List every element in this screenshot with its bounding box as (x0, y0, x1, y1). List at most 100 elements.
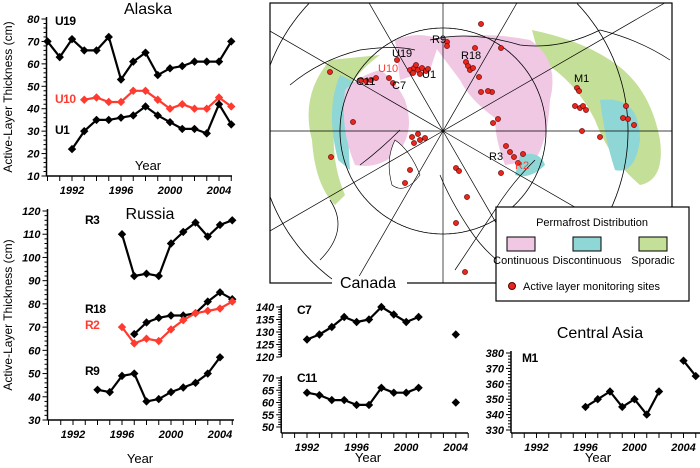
data-point-c11-2000 (402, 388, 411, 397)
y-tick-label: 330 (486, 425, 505, 437)
monitoring-site-marker (495, 116, 501, 122)
y-tick-label: 120 (256, 352, 275, 364)
y-tick-label: 130 (256, 327, 275, 339)
data-point-u10-2001 (178, 100, 187, 109)
y-tick-label: 60 (28, 345, 41, 357)
data-point-r9-2001 (179, 383, 188, 392)
chart-alaska: 10 20 30 40 50 60 70 80 1992 1996 2000 2004 Alaska Ye… (1, 1, 236, 197)
x-tick-label: 1996 (344, 442, 369, 454)
data-point-r18-1997 (130, 329, 139, 339)
data-point-u19-2000 (165, 64, 175, 73)
y-tick-label: 80 (28, 299, 41, 311)
data-point-r9-1998 (142, 397, 151, 406)
x-tick-label: 2000 (157, 185, 183, 197)
map-site-label-c11: C11 (356, 76, 375, 88)
x-tick-label: 2004 (443, 442, 468, 454)
series-line-m1 (584, 360, 697, 416)
y-tick-label: 50 (28, 369, 41, 381)
data-point-r2-2002 (191, 308, 200, 318)
monitoring-site-marker (411, 140, 417, 146)
data-point-u19-1999 (153, 70, 162, 80)
x-tick-label: 1992 (60, 185, 84, 197)
y-tick-label: 70 (28, 322, 41, 334)
data-point-r18-1999 (154, 313, 163, 323)
x-tick-label: 1992 (295, 442, 319, 454)
monitoring-site-marker (476, 74, 482, 80)
data-point-r3-2004 (215, 220, 225, 230)
monitoring-site-marker (490, 120, 496, 126)
data-point-r9-1999 (154, 394, 163, 404)
map-site-label-r9: R9 (432, 34, 446, 46)
legend-swatch-sporadic (638, 236, 668, 252)
legend-title: Permafrost Distribution (536, 217, 648, 229)
data-point-u19-2003 (202, 57, 211, 66)
data-point-m1-1997 (593, 395, 602, 404)
data-point-r3-2005 (228, 216, 237, 225)
map-site-label-r3: R3 (489, 151, 503, 163)
series-label-u10: U10 (55, 92, 76, 106)
y-tick-label: 50 (262, 422, 275, 434)
data-point-r9-1997 (130, 369, 139, 378)
x-tick-label: 2000 (393, 442, 419, 454)
monitoring-site-marker (368, 77, 374, 83)
map-site-label-u19: U19 (392, 48, 412, 60)
monitoring-site-marker (579, 128, 585, 134)
chart-title: Alaska (124, 1, 172, 18)
data-point-u19-2005 (227, 37, 236, 46)
data-point-u19-1996 (116, 75, 126, 84)
series-r2: R2 (85, 297, 237, 348)
monitoring-site-marker (419, 65, 425, 71)
monitoring-site-marker (470, 65, 476, 71)
y-tick-label: 40 (27, 392, 41, 404)
data-point-c11-1997 (364, 400, 374, 410)
series-line-r2 (121, 300, 233, 345)
series-label-r2: R2 (85, 318, 100, 332)
data-point-r3-1997 (130, 271, 139, 281)
y-tick-label: 120 (22, 206, 41, 218)
data-point-r2-2000 (166, 325, 176, 334)
x-axis-label: Year (127, 451, 154, 466)
data-point-r2-2004 (215, 304, 225, 313)
series-label-r9: R9 (85, 364, 100, 378)
data-point-r2-2001 (179, 315, 188, 325)
data-point-r9-2004 (215, 353, 225, 362)
monitoring-site-marker (409, 134, 415, 140)
data-point-c7-1997 (364, 315, 374, 324)
y-tick-label: 90 (28, 276, 41, 288)
meridian-line (442, 3, 665, 132)
data-point-c11-2001 (414, 383, 423, 392)
data-point-m1-1998 (605, 387, 615, 396)
data-point-u10-2005 (227, 102, 236, 111)
monitoring-site-marker (453, 220, 459, 226)
y-tick-label: 360 (486, 379, 505, 391)
data-point-u10-1996 (116, 97, 126, 107)
data-point-u1-2000 (165, 117, 175, 127)
data-point-r3-2000 (166, 239, 176, 248)
legend-swatch-continuous (506, 236, 536, 252)
monitoring-site-marker (417, 71, 423, 77)
y-tick-label: 70 (27, 36, 40, 48)
data-point-r3-1999 (154, 271, 163, 281)
meridian-line (270, 30, 444, 132)
chart-title: Russia (126, 206, 175, 223)
monitoring-site-marker (328, 154, 334, 160)
monitoring-site-marker (327, 69, 333, 75)
data-point-u1-1998 (141, 102, 150, 111)
data-point-u19-1990 (43, 37, 52, 46)
y-tick-label: 370 (486, 363, 505, 375)
data-point-r2-1999 (154, 336, 163, 346)
data-point-c11-1993 (315, 390, 324, 400)
monitoring-site-marker (597, 134, 603, 140)
data-point-u19-2001 (178, 61, 187, 71)
data-point-m1-2001 (642, 410, 651, 419)
arctic-permafrost-map: U19 U10 U1 C11 C7 R9 R18 M1 R3 R2 Permafrost Distr… (269, 2, 690, 302)
data-point-u10-2003 (202, 104, 211, 113)
data-point-r9-2002 (191, 378, 200, 388)
y-tick-label: 60 (27, 59, 40, 71)
monitoring-site-marker (444, 43, 450, 49)
series-line-r9 (97, 356, 221, 403)
series-line-r3 (120, 219, 233, 278)
monitoring-site-marker (507, 149, 513, 155)
